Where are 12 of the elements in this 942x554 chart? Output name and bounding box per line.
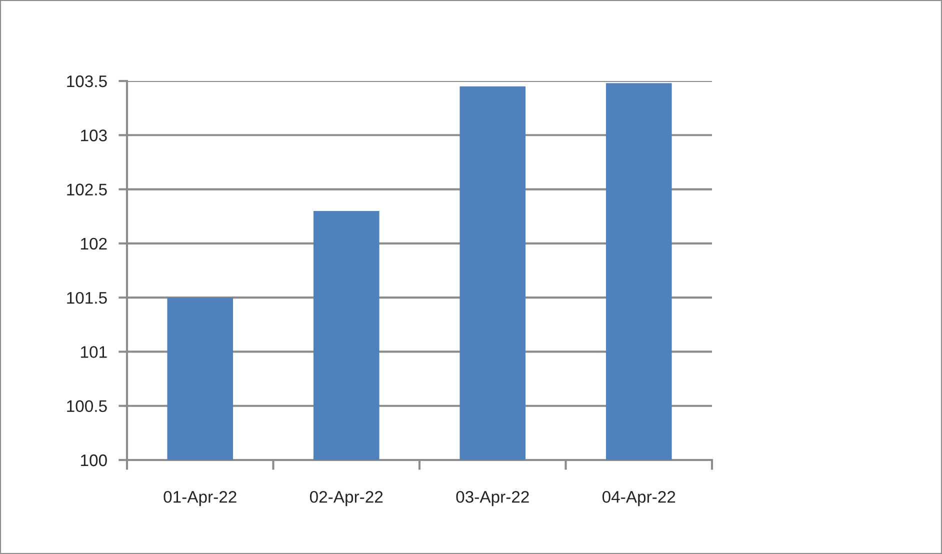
y-tick-label: 101 — [81, 346, 107, 358]
x-tick-label: 04-Apr-22 — [602, 490, 676, 506]
y-tick-label: 100 — [81, 454, 107, 466]
x-tick-label: 03-Apr-22 — [456, 490, 529, 506]
y-tick-label: 102.5 — [67, 184, 107, 196]
x-tick-label: 01-Apr-22 — [164, 490, 236, 506]
y-tick-label: 100.5 — [67, 400, 107, 412]
y-tick-label: 103 — [81, 130, 107, 142]
x-tick-label: 02-Apr-22 — [310, 490, 383, 506]
y-tick-label: 101.5 — [67, 292, 107, 304]
y-tick-label: 103.5 — [67, 75, 107, 88]
y-tick-label: 102 — [81, 238, 107, 250]
